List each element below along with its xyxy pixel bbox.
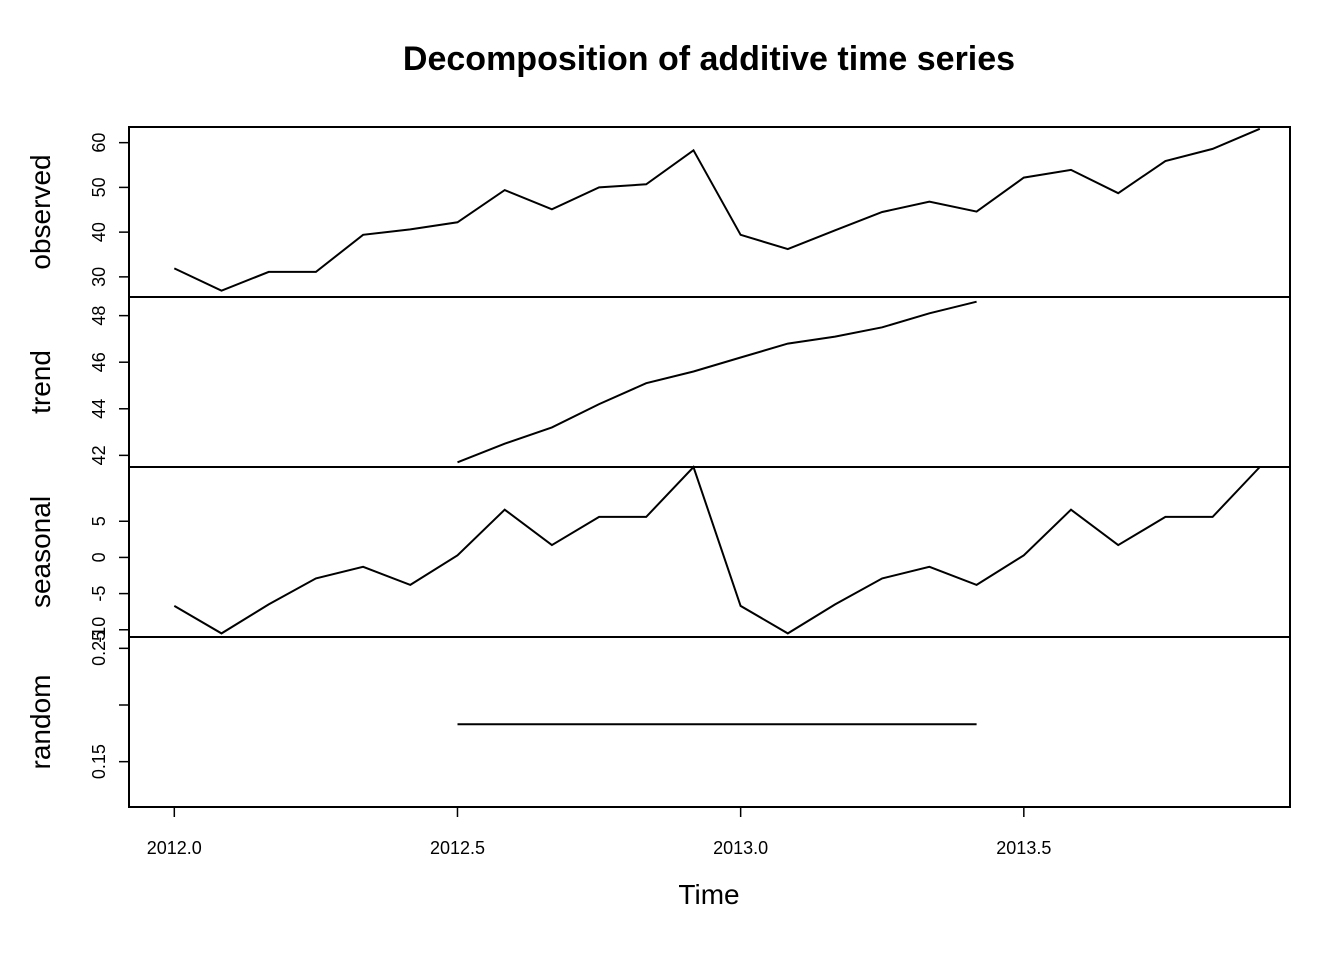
y-tick-label-observed-0: 30 <box>89 267 109 287</box>
y-tick-label-random-0: 0.15 <box>89 744 109 779</box>
x-axis-label: Time <box>678 879 739 910</box>
series-line-observed <box>173 127 1261 292</box>
y-tick-label-random-2: 0.25 <box>89 631 109 666</box>
panel-frame-random <box>128 636 1291 808</box>
x-tick-label-1: 2012.5 <box>430 838 485 858</box>
series-line-seasonal <box>173 465 1261 635</box>
series-line-trend <box>457 300 977 464</box>
panel-label-observed: observed <box>25 154 56 269</box>
panel-seasonal: seasonal -10 -5 0 5 <box>25 465 1291 643</box>
y-tick-label-trend-3: 48 <box>89 306 109 326</box>
y-tick-label-seasonal-0: -10 <box>89 617 109 643</box>
y-tick-label-seasonal-1: -5 <box>89 586 109 602</box>
panel-trend: trend 42 44 46 48 <box>25 296 1291 468</box>
x-axis: 2012.0 2012.5 2013.0 2013.5 <box>147 806 1051 858</box>
panel-label-seasonal: seasonal <box>25 496 56 608</box>
panel-random: random 0.15 0.25 <box>25 631 1291 808</box>
panel-observed: observed 30 40 50 60 <box>25 126 1291 298</box>
panel-frame-trend <box>128 296 1291 468</box>
y-tick-label-trend-1: 44 <box>89 399 109 419</box>
x-tick-label-3: 2013.5 <box>996 838 1051 858</box>
panels-group: observed30405060trend42444648seasonal-10… <box>25 126 1291 808</box>
y-tick-label-seasonal-2: 0 <box>89 552 109 562</box>
panel-label-random: random <box>25 675 56 770</box>
x-tick-label-2: 2013.0 <box>713 838 768 858</box>
y-tick-label-seasonal-3: 5 <box>89 516 109 526</box>
x-tick-label-0: 2012.0 <box>147 838 202 858</box>
y-tick-label-observed-3: 60 <box>89 133 109 153</box>
y-tick-label-trend-0: 42 <box>89 445 109 465</box>
panel-frame-seasonal <box>128 466 1291 638</box>
panel-label-trend: trend <box>25 350 56 414</box>
y-tick-label-observed-1: 40 <box>89 222 109 242</box>
chart-title: Decomposition of additive time series <box>403 40 1015 78</box>
y-tick-label-trend-2: 46 <box>89 352 109 372</box>
y-tick-label-observed-2: 50 <box>89 177 109 197</box>
